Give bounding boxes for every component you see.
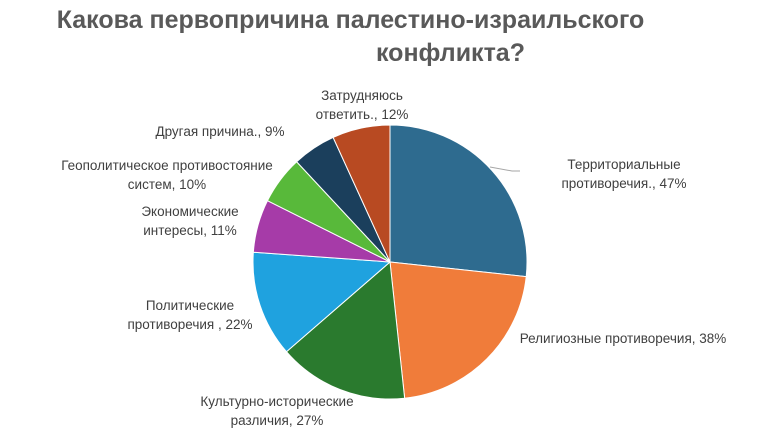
data-label-5: Экономические интересы, 11% xyxy=(141,204,238,238)
data-label-1-line-2: противоречия., 47% xyxy=(561,176,686,191)
data-label-3: Культурно-исторические различия, 27% xyxy=(200,394,353,428)
data-label-6-line-2: систем, 10% xyxy=(128,177,206,192)
data-label-8-line-2: ответить., 12% xyxy=(316,107,409,122)
data-label-2: Религиозные противоречия, 38% xyxy=(520,331,727,346)
data-label-3-line-2: различия, 27% xyxy=(231,413,324,428)
pie-slice-3 xyxy=(285,260,406,400)
data-label-4-line-1: Политические xyxy=(146,298,234,313)
leader-line xyxy=(489,166,520,172)
pie-slice-1 xyxy=(389,124,528,278)
data-label-3-line-1: Культурно-исторические xyxy=(200,394,353,409)
data-label-5-line-2: интересы, 11% xyxy=(143,223,237,238)
data-label-6: Геополитическое противостояние систем, 10… xyxy=(61,158,273,192)
data-label-1-line-1: Территориальные xyxy=(567,157,680,172)
chart-title: Какова первопричина палестино-израильско… xyxy=(0,4,781,70)
data-label-8: Затрудняюсь ответить., 12% xyxy=(316,88,409,122)
data-label-7: Другая причина., 9% xyxy=(155,124,284,139)
data-label-4: Политические противоречия , 22% xyxy=(127,298,252,332)
pie-slice-8 xyxy=(332,124,391,263)
chart-title-line-1: Какова первопричина палестино-израильско… xyxy=(56,6,645,34)
data-label-1: Территориальные противоречия., 47% xyxy=(561,157,686,191)
pie-slice-4 xyxy=(252,251,392,353)
data-label-4-line-2: противоречия , 22% xyxy=(127,317,252,332)
chart-title-line-2: конфликта? xyxy=(376,39,525,67)
data-label-5-line-1: Экономические xyxy=(141,204,238,219)
data-label-8-line-1: Затрудняюсь xyxy=(321,88,403,103)
data-label-7-line-1: Другая причина., 9% xyxy=(155,124,284,139)
data-label-6-line-1: Геополитическое противостояние xyxy=(61,158,273,173)
data-label-2-line-1: Религиозные противоречия, 38% xyxy=(520,331,727,346)
pie-slice-2 xyxy=(389,261,527,399)
